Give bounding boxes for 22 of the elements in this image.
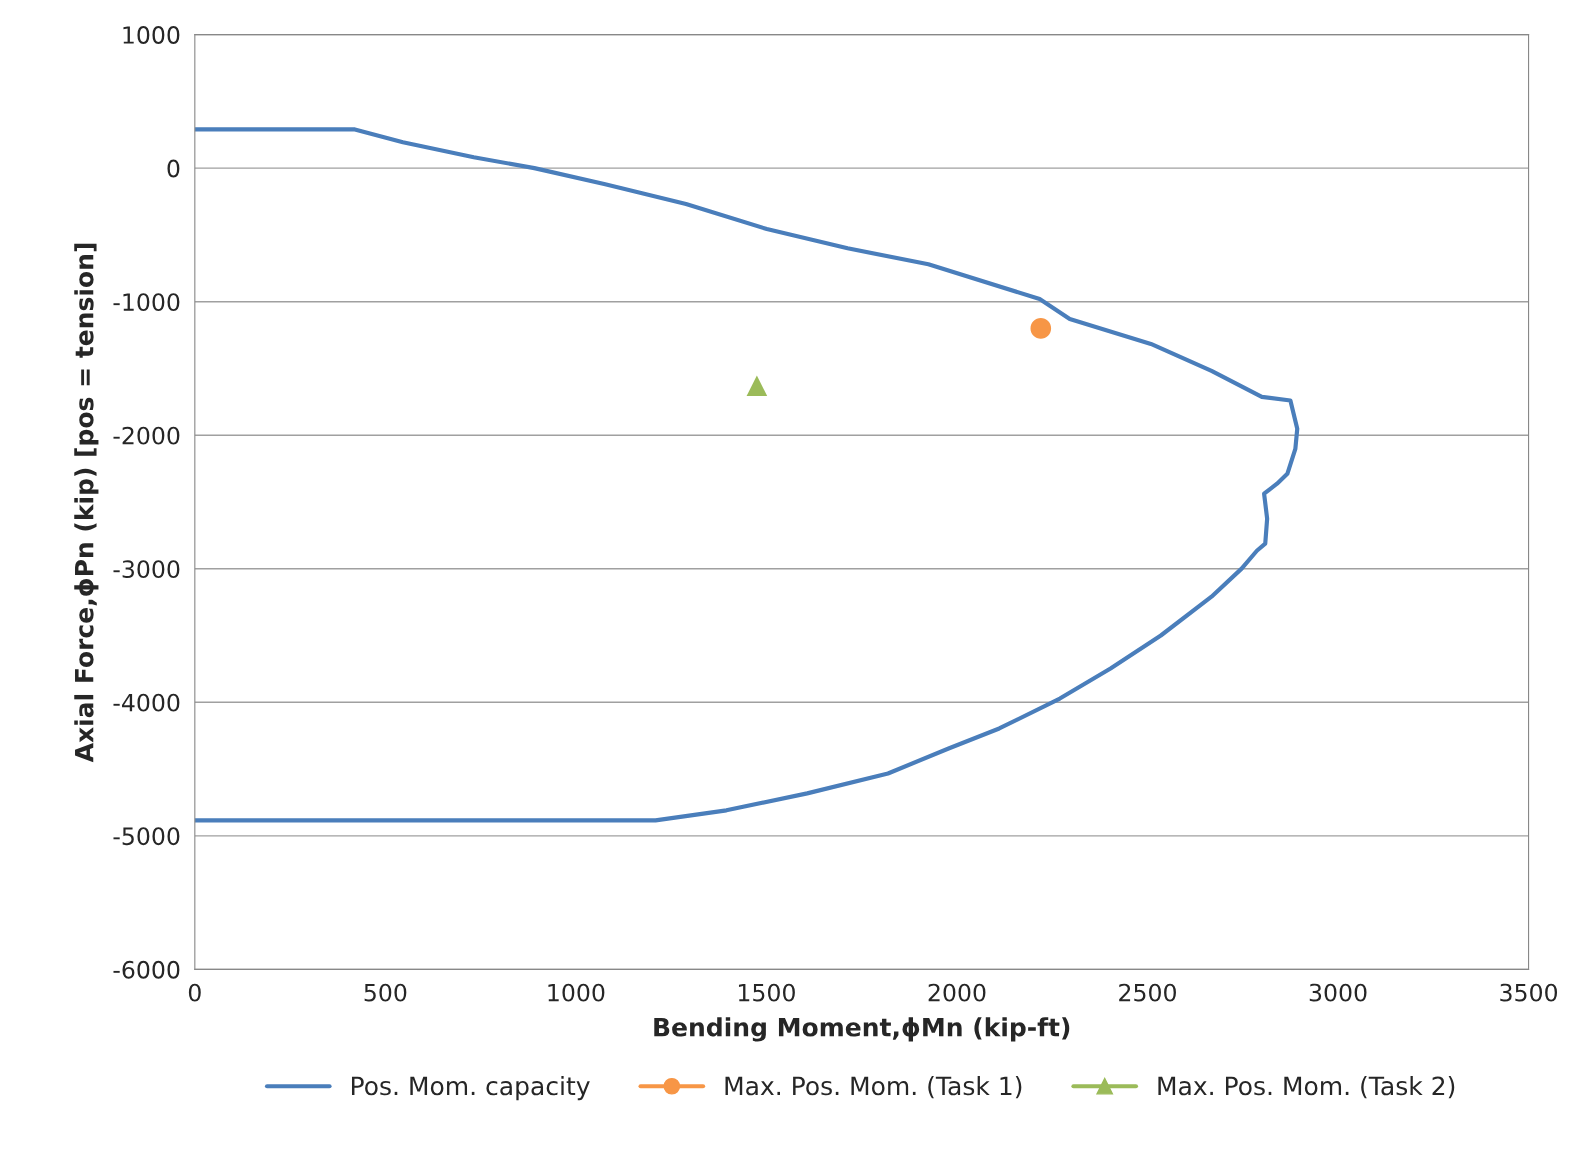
y-tick-label: 1000 xyxy=(123,26,180,44)
legend-label: Max. Pos. Mom. (Task 1) xyxy=(725,1075,1022,1099)
y-tick-label: -2000 xyxy=(113,426,180,445)
y-tick-label: -1000 xyxy=(113,293,180,311)
x-tick-label: 1500 xyxy=(738,983,795,1002)
y-tick-label: -4000 xyxy=(113,693,180,712)
x-tick-label: 3500 xyxy=(1500,983,1558,1002)
line-series xyxy=(194,127,1300,823)
x-tick-label: 1000 xyxy=(548,983,605,1002)
x-tick-label: 500 xyxy=(364,983,407,1002)
y-axis-title: Axial Force,ϕPn (kip) [pos = tension] xyxy=(74,243,99,763)
x-axis-title: Bending Moment,ϕMn (kip-ft) xyxy=(654,1017,1070,1042)
y-tick-label: 0 xyxy=(167,159,180,178)
y-tick-label: -3000 xyxy=(113,560,180,579)
y-tick-label: -6000 xyxy=(113,960,180,979)
legend-label: Pos. Mom. capacity xyxy=(351,1075,590,1101)
x-tick-label: 2500 xyxy=(1119,983,1176,1002)
legend-label: Max. Pos. Mom. (Task 2) xyxy=(1158,1075,1455,1099)
y-tick-label: -5000 xyxy=(113,827,180,846)
x-tick-label: 2000 xyxy=(928,983,986,1002)
x-tick-label: 3000 xyxy=(1309,983,1367,1002)
x-tick-label: 0 xyxy=(188,983,201,1002)
